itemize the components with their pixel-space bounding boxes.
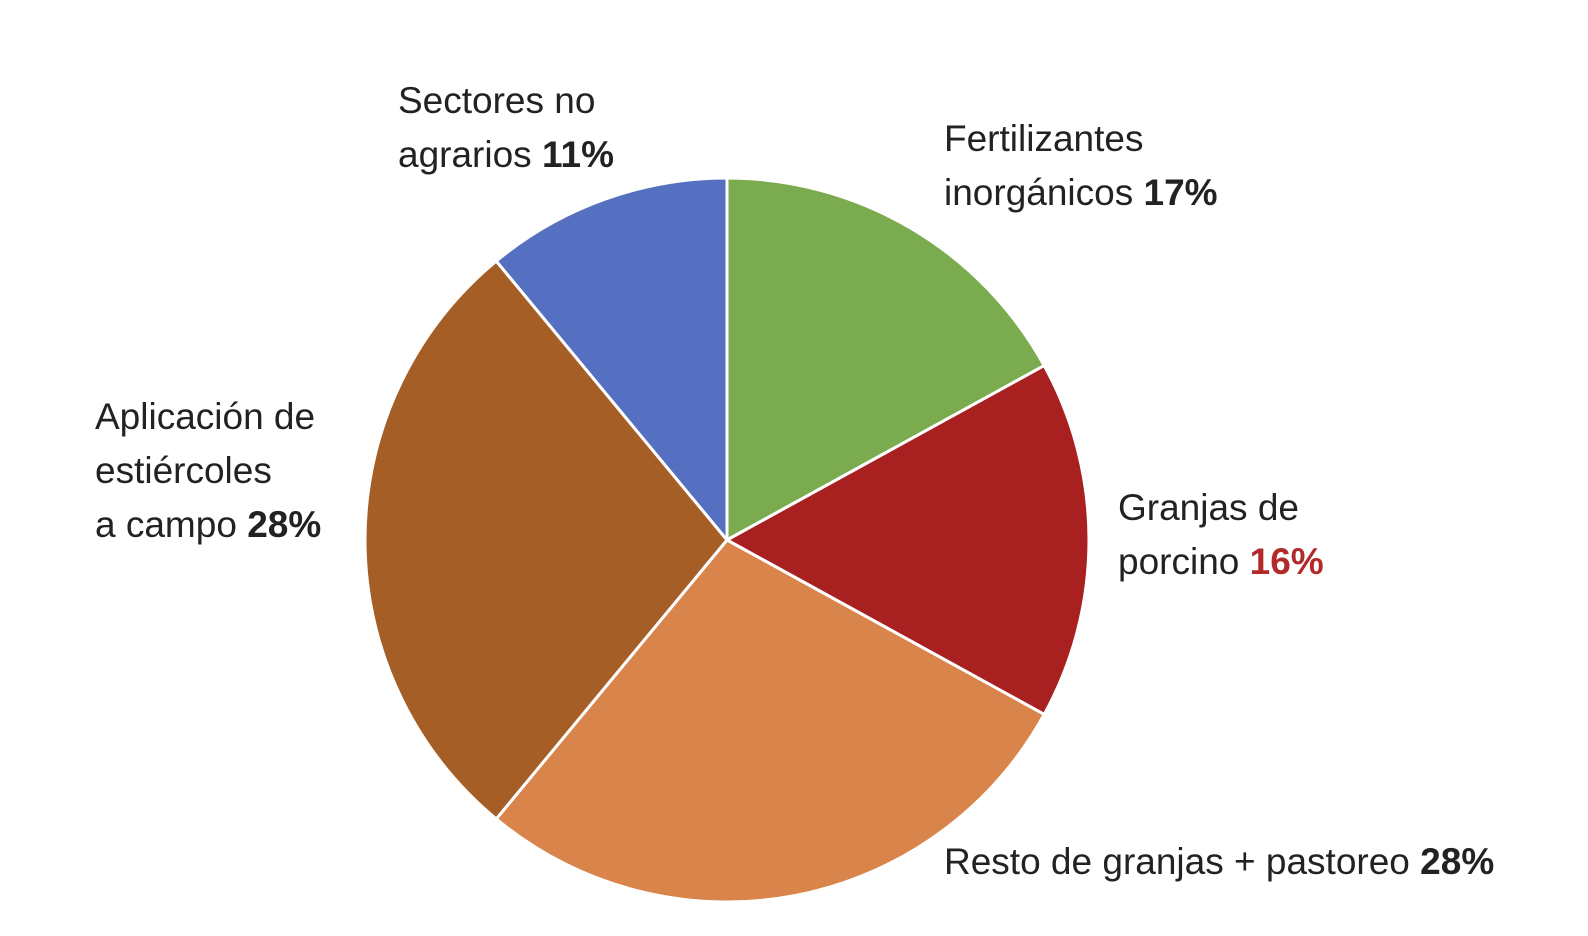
label-aplicacion-estiercoles: Aplicación de estiércoles a campo 28%: [95, 390, 321, 552]
pie-slices: [363, 176, 1091, 904]
label-sectores-no-agrarios: Sectores no agrarios 11%: [398, 74, 614, 182]
pie-slice-resto-granjas: [494, 538, 1046, 904]
label-aplicacion-line-1: Aplicación de: [95, 396, 316, 437]
label-resto-granjas-line-1: Resto de granjas + pastoreo: [944, 841, 1410, 882]
label-fertilizantes-line-2: inorgánicos: [944, 172, 1134, 213]
label-granjas-porcino-line-1: Granjas de: [1118, 487, 1299, 528]
pie-slice-sectores-no-agrarios: [494, 176, 729, 542]
label-fertilizantes-line-1: Fertilizantes: [944, 118, 1144, 159]
label-fertilizantes: Fertilizantes inorgánicos 17%: [944, 112, 1218, 220]
label-fertilizantes-value: 17%: [1143, 172, 1218, 213]
label-granjas-porcino: Granjas de porcino 16%: [1118, 481, 1324, 589]
label-sectores-line-2: agrarios: [398, 134, 532, 175]
label-sectores-value: 11%: [541, 134, 614, 175]
label-aplicacion-line-2: estiércoles: [95, 450, 272, 491]
label-granjas-porcino-line-2: porcino: [1118, 541, 1240, 582]
label-aplicacion-line-3: a campo: [95, 504, 237, 545]
label-resto-granjas: Resto de granjas + pastoreo 28%: [944, 835, 1494, 889]
label-resto-granjas-value: 28%: [1420, 841, 1495, 882]
label-granjas-porcino-value: 16%: [1249, 541, 1324, 582]
pie-slice-aplicacion-estiercoles: [363, 259, 729, 821]
pie-slice-fertilizantes: [725, 176, 1046, 542]
label-sectores-line-1: Sectores no: [398, 80, 596, 121]
label-aplicacion-value: 28%: [247, 504, 322, 545]
pie-slice-granjas-porcino: [725, 364, 1091, 716]
